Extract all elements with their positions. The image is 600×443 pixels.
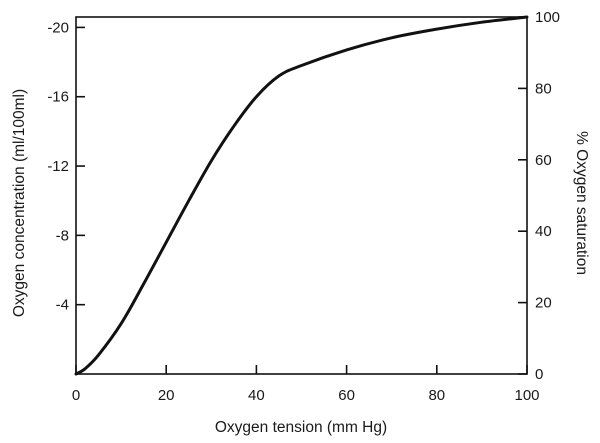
x-tick-label: 100 xyxy=(514,387,539,404)
left-y-tick-label: -4 xyxy=(56,297,69,314)
dissociation-curve xyxy=(74,15,529,376)
right-y-tick-label: 100 xyxy=(535,9,560,26)
right-y-tick-label: 20 xyxy=(535,295,552,312)
left-y-tick-label: -8 xyxy=(56,227,69,244)
x-axis-ticks: 0 20 40 60 80 100 xyxy=(72,365,540,404)
left-y-axis-title: Oxygen concentration (ml/100ml) xyxy=(11,89,28,317)
x-tick-label: 80 xyxy=(428,387,445,404)
right-y-tick-label: 0 xyxy=(535,366,543,383)
x-tick-label: 60 xyxy=(338,387,355,404)
left-y-tick-label: -20 xyxy=(47,19,69,36)
x-tick-label: 0 xyxy=(72,387,80,404)
left-y-tick-label: -12 xyxy=(47,158,69,175)
right-y-tick-label: 40 xyxy=(535,223,552,240)
x-axis-title: Oxygen tension (mm Hg) xyxy=(215,419,387,436)
x-tick-label: 20 xyxy=(158,387,175,404)
left-y-tick-label: -16 xyxy=(47,89,69,106)
left-y-axis-ticks: -4 -8 -12 -16 -20 xyxy=(47,19,85,314)
right-y-tick-label: 80 xyxy=(535,80,552,97)
right-y-tick-label: 60 xyxy=(535,152,552,169)
plot-frame xyxy=(75,16,528,375)
right-y-axis-title: % Oxygen saturation xyxy=(573,131,590,275)
x-tick-label: 40 xyxy=(248,387,265,404)
right-y-axis-ticks: 0 20 40 60 80 100 xyxy=(518,9,560,383)
